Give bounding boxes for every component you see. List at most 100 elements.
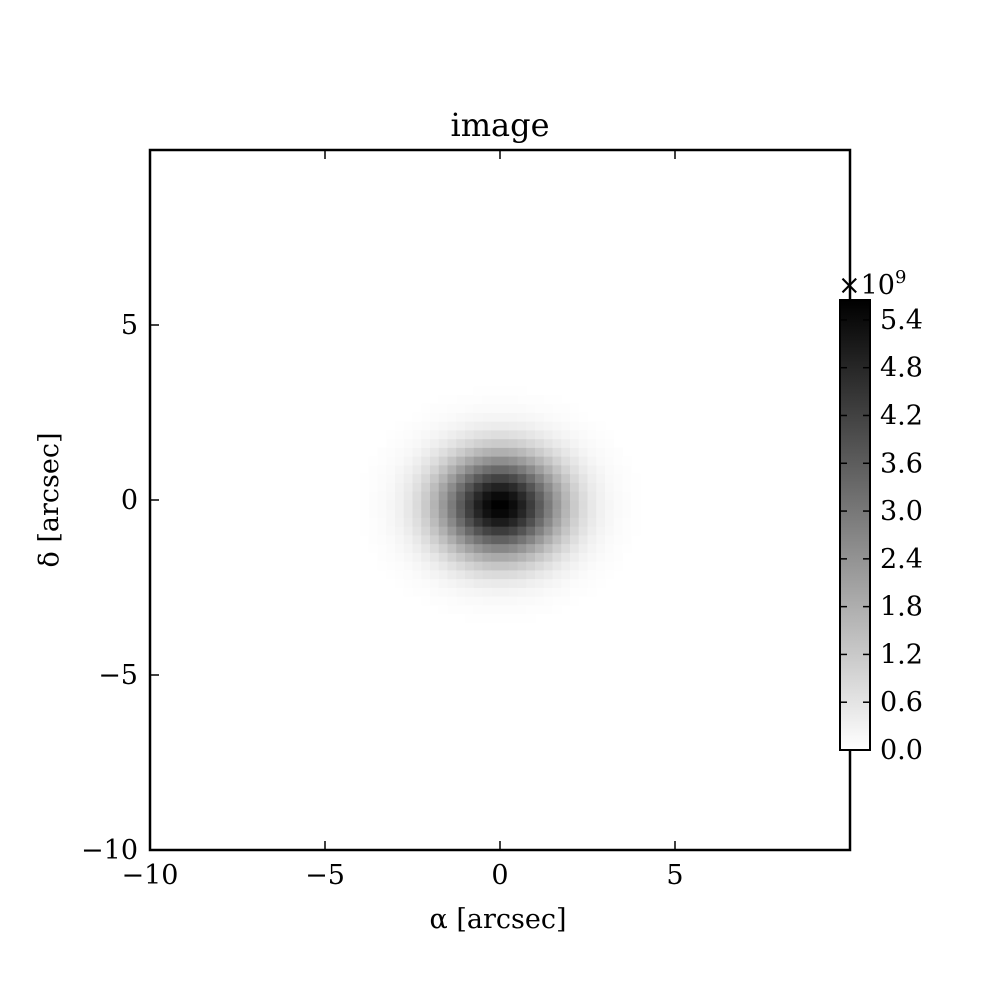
heatmap-pixel: [613, 491, 623, 501]
heatmap-pixel: [517, 570, 527, 580]
heatmap-pixel: [543, 456, 553, 466]
heatmap-pixel: [491, 570, 501, 580]
heatmap-pixel: [403, 421, 413, 431]
heatmap-pixel: [447, 570, 457, 580]
heatmap-pixel: [465, 508, 475, 518]
heatmap-pixel: [596, 500, 606, 510]
heatmap-pixel: [508, 596, 518, 606]
heatmap-pixel: [456, 403, 466, 413]
heatmap-pixel: [526, 412, 536, 422]
heatmap-pixel: [552, 596, 562, 606]
heatmap-pixel: [473, 465, 483, 475]
heatmap-pixel: [482, 500, 492, 510]
heatmap-pixel: [517, 578, 527, 588]
heatmap-pixel: [596, 570, 606, 580]
heatmap-pixel: [430, 456, 440, 466]
heatmap-pixel: [421, 578, 431, 588]
heatmap-pixel: [368, 543, 378, 553]
heatmap-pixel: [403, 535, 413, 545]
heatmap-pixel: [386, 508, 396, 518]
heatmap-pixel: [622, 500, 632, 510]
heatmap-pixel: [500, 403, 510, 413]
heatmap-pixel: [570, 412, 580, 422]
heatmap-pixel: [631, 482, 641, 492]
heatmap-pixel: [526, 473, 536, 483]
heatmap-pixel: [412, 578, 422, 588]
heatmap-pixel: [587, 421, 597, 431]
heatmap-pixel: [412, 491, 422, 501]
heatmap-pixel: [517, 535, 527, 545]
heatmap-pixel: [421, 473, 431, 483]
colorbar-tick-label: 0.0: [880, 735, 923, 766]
heatmap-pixel: [447, 430, 457, 440]
heatmap-pixel: [438, 517, 448, 527]
heatmap-pixel: [412, 456, 422, 466]
heatmap-pixel: [517, 526, 527, 536]
heatmap-pixel: [395, 535, 405, 545]
heatmap-pixel: [438, 561, 448, 571]
heatmap-pixel: [543, 552, 553, 562]
heatmap-pixel: [631, 491, 641, 501]
heatmap-pixel: [535, 482, 545, 492]
heatmap-pixel: [473, 578, 483, 588]
heatmap-pixel: [552, 526, 562, 536]
heatmap-pixel: [465, 500, 475, 510]
heatmap-pixel: [438, 412, 448, 422]
heatmap-pixel: [491, 491, 501, 501]
heatmap-image: [360, 386, 641, 623]
heatmap-pixel: [412, 570, 422, 580]
heatmap-pixel: [386, 570, 396, 580]
heatmap-pixel: [587, 447, 597, 457]
heatmap-pixel: [596, 421, 606, 431]
heatmap-pixel: [438, 605, 448, 615]
heatmap-pixel: [526, 526, 536, 536]
heatmap-pixel: [403, 552, 413, 562]
heatmap-pixel: [386, 456, 396, 466]
heatmap-pixel: [596, 561, 606, 571]
heatmap-pixel: [508, 403, 518, 413]
heatmap-pixel: [552, 421, 562, 431]
heatmap-pixel: [412, 482, 422, 492]
heatmap-pixel: [535, 395, 545, 405]
heatmap-pixel: [421, 508, 431, 518]
heatmap-pixel: [526, 430, 536, 440]
heatmap-pixel: [517, 517, 527, 527]
heatmap-pixel: [430, 517, 440, 527]
heatmap-pixel: [508, 508, 518, 518]
heatmap-pixel: [430, 482, 440, 492]
heatmap-pixel: [631, 508, 641, 518]
heatmap-pixel: [438, 395, 448, 405]
heatmap-pixel: [500, 465, 510, 475]
heatmap-pixel: [552, 508, 562, 518]
heatmap-pixel: [447, 535, 457, 545]
heatmap-pixel: [570, 561, 580, 571]
heatmap-pixel: [605, 473, 615, 483]
heatmap-pixel: [587, 570, 597, 580]
heatmap-pixel: [552, 438, 562, 448]
heatmap-pixel: [526, 500, 536, 510]
heatmap-pixel: [596, 526, 606, 536]
heatmap-pixel: [631, 473, 641, 483]
heatmap-pixel: [622, 465, 632, 475]
heatmap-pixel: [543, 543, 553, 553]
heatmap-pixel: [360, 473, 370, 483]
heatmap-pixel: [543, 535, 553, 545]
heatmap-pixel: [517, 491, 527, 501]
heatmap-pixel: [395, 456, 405, 466]
heatmap-pixel: [587, 535, 597, 545]
heatmap-pixel: [386, 543, 396, 553]
heatmap-pixel: [377, 473, 387, 483]
heatmap-pixel: [561, 438, 571, 448]
heatmap-pixel: [403, 491, 413, 501]
heatmap-pixel: [526, 543, 536, 553]
heatmap-pixel: [543, 508, 553, 518]
heatmap-pixel: [561, 491, 571, 501]
heatmap-pixel: [465, 578, 475, 588]
heatmap-pixel: [596, 473, 606, 483]
heatmap-pixel: [552, 561, 562, 571]
heatmap-pixel: [613, 482, 623, 492]
heatmap-pixel: [395, 430, 405, 440]
heatmap-pixel: [377, 465, 387, 475]
heatmap-pixel: [456, 473, 466, 483]
heatmap-pixel: [561, 508, 571, 518]
